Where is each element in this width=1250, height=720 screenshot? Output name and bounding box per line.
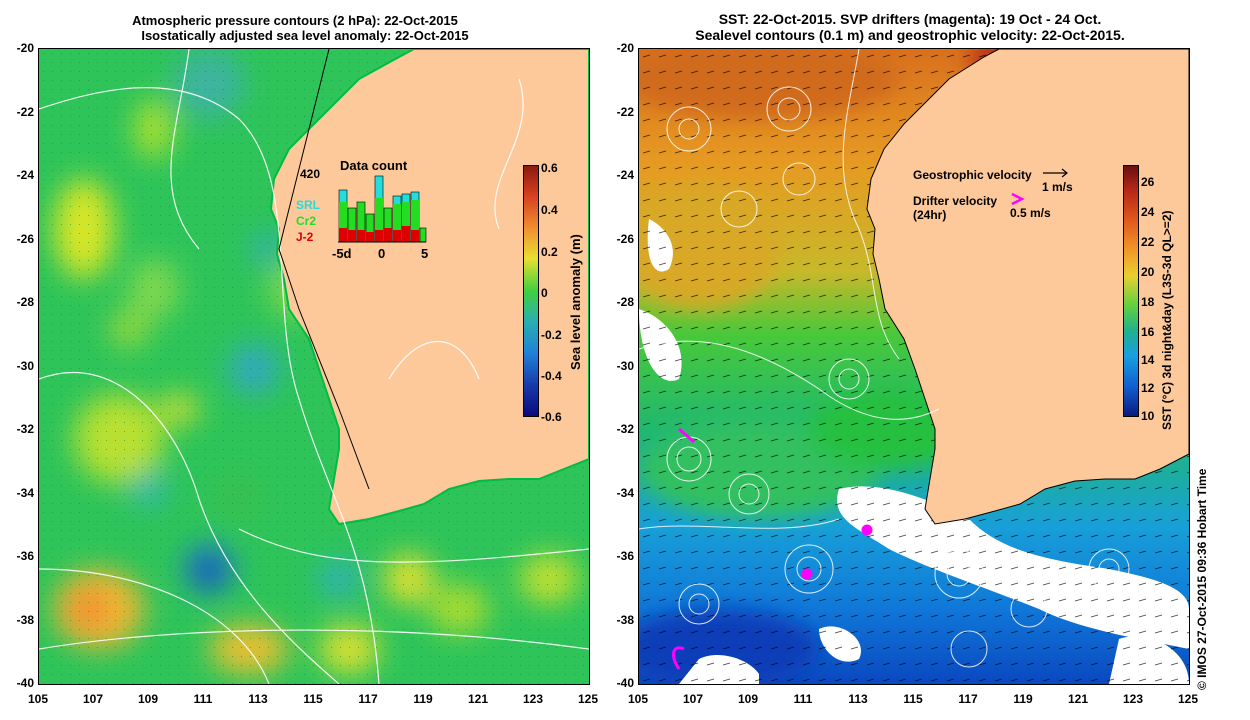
- left-map-sea-level-anomaly: [38, 48, 590, 685]
- left-title-line2: Isostatically adjusted sea level anomaly…: [141, 28, 469, 43]
- data-count-histogram: [338, 175, 427, 243]
- left-x-tick: 107: [82, 692, 104, 706]
- geostrophic-velocity-scale: 1 m/s: [1042, 180, 1073, 194]
- right-cbar-tick: 20: [1141, 265, 1155, 279]
- left-y-tick: -38: [16, 613, 34, 627]
- left-cbar-tick: 0.2: [541, 245, 558, 259]
- left-y-tick: -30: [16, 359, 34, 373]
- right-x-tick: 123: [1122, 692, 1144, 706]
- left-x-tick: 119: [413, 692, 433, 706]
- left-x-tick: 111: [193, 692, 213, 706]
- right-x-tick: 109: [737, 692, 759, 706]
- right-cbar-tick: 10: [1141, 409, 1155, 423]
- right-title-line1: SST: 22-Oct-2015. SVP drifters (magenta)…: [718, 11, 1102, 27]
- drifter-velocity-label: Drifter velocity: [913, 194, 998, 208]
- right-cbar-tick: 14: [1141, 353, 1155, 367]
- right-x-tick: 119: [1013, 692, 1033, 706]
- left-x-tick: 125: [577, 692, 599, 706]
- right-x-tick: 115: [903, 692, 923, 706]
- right-cbar-tick: 22: [1141, 235, 1155, 249]
- left-y-tick: -40: [16, 676, 34, 690]
- geostrophic-arrow-icon: [1043, 168, 1068, 178]
- left-cbar-tick: 0.6: [541, 161, 558, 175]
- right-x-tick: 125: [1177, 692, 1199, 706]
- right-x-tick: 105: [627, 692, 649, 706]
- drifter-arrow-icon: [1011, 192, 1025, 206]
- left-y-tick: -32: [16, 422, 34, 436]
- right-colorbar: [1123, 165, 1139, 417]
- left-y-tick: -34: [16, 486, 34, 500]
- left-x-tick: 115: [303, 692, 323, 706]
- left-map-canvas: [39, 49, 589, 684]
- left-cbar-tick: -0.2: [541, 328, 562, 342]
- right-y-tick: -36: [616, 549, 634, 563]
- right-colorbar-label: SST (°C) 3d night&day (L3S-3d QL>=2): [1160, 210, 1174, 431]
- left-land-australia: [269, 49, 589, 526]
- left-colorbar: [523, 165, 539, 417]
- drifter-velocity-scale: 0.5 m/s: [1010, 206, 1051, 220]
- left-cbar-tick: 0.4: [541, 203, 558, 217]
- right-title-line2: Sealevel contours (0.1 m) and geostrophi…: [695, 27, 1125, 43]
- right-cbar-tick: 26: [1141, 175, 1155, 189]
- right-map-sst: [638, 48, 1190, 685]
- right-x-tick: 113: [848, 692, 868, 706]
- drifter-velocity-sub: (24hr): [913, 208, 947, 222]
- left-y-tick: -28: [16, 295, 34, 309]
- right-cbar-tick: 24: [1141, 205, 1155, 219]
- data-count-tick: -5d: [332, 246, 352, 261]
- left-y-tick: -22: [16, 105, 34, 119]
- left-x-tick: 109: [137, 692, 159, 706]
- right-y-tick: -24: [616, 168, 634, 182]
- left-x-tick: 117: [358, 692, 378, 706]
- left-y-tick: -36: [16, 549, 34, 563]
- left-x-tick: 123: [522, 692, 544, 706]
- left-cbar-tick: -0.4: [541, 369, 562, 383]
- data-count-title: Data count: [340, 158, 408, 173]
- right-cbar-tick: 18: [1141, 295, 1155, 309]
- left-y-tick: -26: [16, 232, 34, 246]
- sat-label-j2: J-2: [296, 230, 314, 244]
- right-map-canvas: [639, 49, 1189, 684]
- right-x-tick: 121: [1067, 692, 1089, 706]
- right-x-tick: 111: [793, 692, 813, 706]
- right-cbar-tick: 12: [1141, 381, 1155, 395]
- right-cbar-tick: 16: [1141, 325, 1155, 339]
- left-cbar-tick: 0: [541, 286, 548, 300]
- data-count-tick: 5: [421, 246, 429, 261]
- right-y-tick: -26: [616, 232, 634, 246]
- right-y-tick: -30: [616, 359, 634, 373]
- right-y-tick: -28: [616, 295, 634, 309]
- right-x-tick: 107: [682, 692, 704, 706]
- left-x-tick: 105: [27, 692, 49, 706]
- geostrophic-velocity-label: Geostrophic velocity: [913, 168, 1032, 182]
- right-y-tick: -32: [616, 422, 634, 436]
- right-y-tick: -38: [616, 613, 634, 627]
- right-y-tick: -20: [616, 41, 634, 55]
- data-count-max: 420: [300, 167, 321, 181]
- left-y-tick: -20: [16, 41, 34, 55]
- left-x-tick: 113: [248, 692, 268, 706]
- left-y-tick: -24: [16, 168, 34, 182]
- left-x-tick: 121: [467, 692, 489, 706]
- right-y-tick: -22: [616, 105, 634, 119]
- right-land-australia: [866, 49, 1189, 525]
- right-y-tick: -40: [616, 676, 634, 690]
- credit-text: © IMOS 27-Oct-2015 09:36 Hobart Time: [1195, 468, 1209, 690]
- drifter-tracks: [672, 427, 873, 670]
- data-count-tick: 0: [378, 246, 386, 261]
- right-x-tick: 117: [958, 692, 978, 706]
- right-y-tick: -34: [616, 486, 634, 500]
- left-cbar-tick: -0.6: [541, 410, 562, 424]
- sat-label-cr2: Cr2: [296, 214, 317, 228]
- left-colorbar-label: Sea level anomaly (m): [568, 234, 583, 370]
- sat-label-srl: SRL: [296, 198, 320, 212]
- left-title-line1: Atmospheric pressure contours (2 hPa): 2…: [132, 13, 458, 28]
